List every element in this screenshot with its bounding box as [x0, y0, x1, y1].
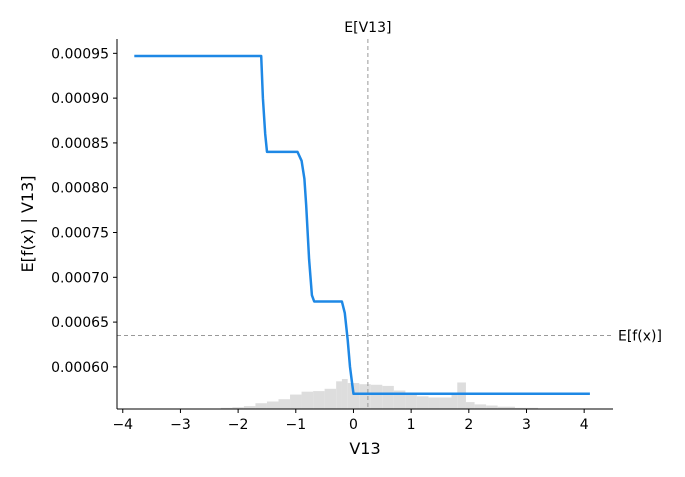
- x-tick-label: −4: [112, 417, 133, 433]
- histogram-bar: [393, 390, 406, 409]
- y-tick-label: 0.00085: [51, 136, 109, 152]
- histogram-bar: [457, 382, 466, 409]
- histogram-bar: [278, 399, 291, 409]
- x-axis-title: V13: [349, 439, 380, 458]
- y-axis-title: E[f(x) | V13]: [18, 175, 37, 272]
- y-ticks: 0.00060 0.00065 0.00070 0.00075 0.00080 0.000…: [51, 46, 117, 376]
- histogram-bar: [439, 397, 452, 409]
- y-tick-label: 0.00065: [51, 315, 109, 331]
- histogram-bar: [382, 385, 394, 409]
- histogram-bar: [255, 403, 267, 409]
- x-tick-label: 3: [522, 417, 531, 433]
- histogram-bar: [497, 406, 515, 409]
- histogram-bar: [514, 407, 539, 409]
- histogram-bar: [313, 391, 325, 409]
- histogram-bar: [324, 388, 337, 409]
- x-tick-label: 1: [407, 417, 416, 433]
- histogram-bar: [451, 392, 458, 409]
- histogram-bar: [336, 381, 342, 409]
- x-tick-label: 4: [580, 417, 589, 433]
- histogram-bar: [290, 394, 302, 409]
- histogram-bar: [341, 379, 348, 409]
- histogram-bar: [347, 383, 360, 409]
- x-tick-label: −2: [228, 417, 249, 433]
- histogram-bar: [474, 404, 487, 409]
- histogram-bar: [301, 391, 314, 409]
- dependence-line: [134, 54, 590, 396]
- histogram-bar: [416, 396, 429, 409]
- histogram-bar: [428, 397, 440, 409]
- histogram-bar: [486, 405, 498, 409]
- histogram-bar: [243, 406, 256, 409]
- histogram-bar: [465, 402, 475, 409]
- y-tick-label: 0.00095: [51, 46, 109, 62]
- x-tick-label: −3: [170, 417, 191, 433]
- histogram-bar: [220, 407, 233, 409]
- histogram-bar: [405, 392, 417, 409]
- histogram-bar: [232, 407, 244, 409]
- histogram-bar: [266, 401, 279, 409]
- y-tick-label: 0.00075: [51, 226, 109, 242]
- y-tick-label: 0.00070: [51, 270, 109, 286]
- reference-lines: [117, 39, 613, 409]
- y-tick-label: 0.00060: [51, 360, 109, 376]
- feature-histogram: [220, 379, 539, 409]
- y-tick-label: 0.00090: [51, 91, 109, 107]
- dependence-series: [134, 54, 590, 396]
- histogram-bar: [370, 384, 383, 409]
- histogram-bar: [359, 384, 371, 409]
- x-tick-label: −1: [285, 417, 306, 433]
- expected-feature-label: E[V13]: [344, 20, 391, 36]
- expected-output-label: E[f(x)]: [618, 329, 662, 345]
- x-tick-label: 0: [349, 417, 358, 433]
- x-ticks: −4 −3 −2 −1 0 1 2 3 4: [112, 409, 589, 433]
- x-tick-label: 2: [464, 417, 473, 433]
- axes: [116, 39, 613, 410]
- y-tick-label: 0.00080: [51, 181, 109, 197]
